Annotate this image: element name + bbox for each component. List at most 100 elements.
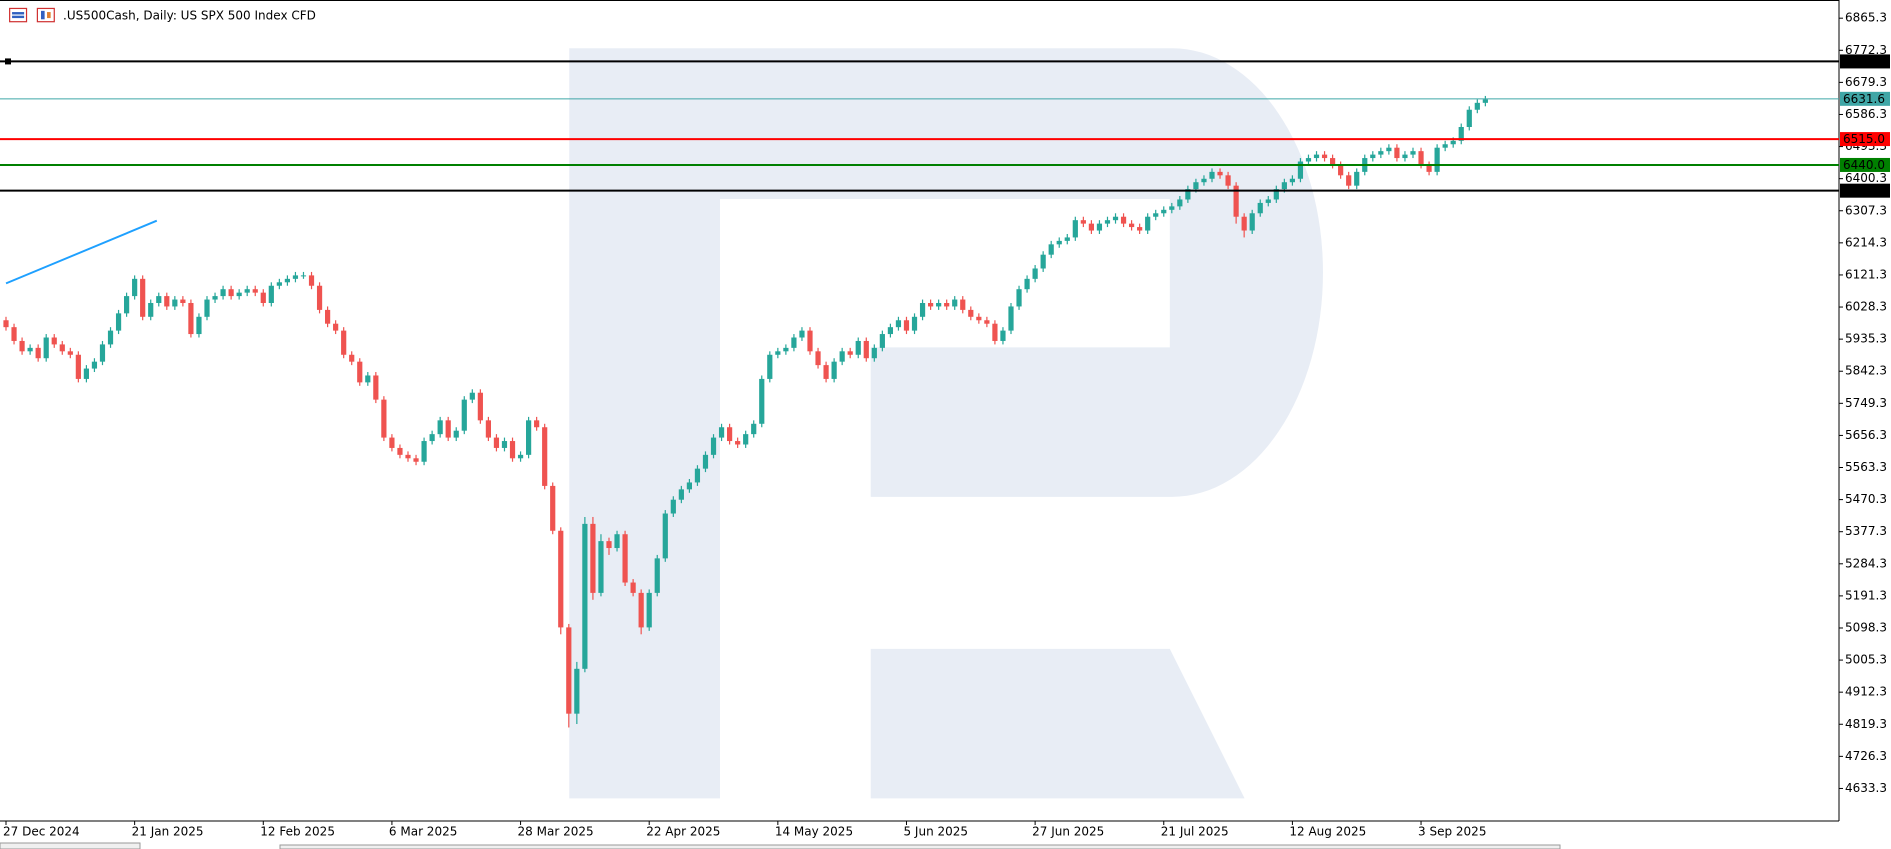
x-tick-label: 12 Feb 2025: [260, 825, 335, 839]
candle-body: [992, 323, 998, 341]
candle-body: [558, 530, 564, 628]
candle-body: [839, 351, 845, 362]
candle-body: [1225, 175, 1231, 186]
icon: [36, 7, 55, 23]
level-label-box: [1840, 157, 1890, 172]
candle-body: [976, 316, 982, 321]
candle-body: [252, 289, 258, 293]
candle-body: [1137, 227, 1143, 231]
y-tick-label: 6400.3: [1845, 171, 1887, 185]
level-anchor: [5, 58, 11, 65]
candle-body: [1482, 99, 1488, 103]
watermark-bowl: [719, 48, 1323, 497]
watermark: [569, 48, 1323, 799]
candle-body: [1450, 140, 1456, 145]
level-label: 6631.6: [1843, 92, 1885, 106]
y-tick-label: 6586.3: [1845, 107, 1887, 121]
candle-body: [1088, 223, 1094, 231]
candle-body: [847, 351, 853, 355]
y-tick-label: 5749.3: [1845, 396, 1887, 410]
x-tick-label: 21 Jan 2025: [132, 825, 204, 839]
candle-body: [702, 454, 709, 469]
candle-body: [91, 361, 98, 369]
candle-body: [1402, 154, 1408, 159]
candle-body: [67, 351, 73, 355]
candle-body: [27, 347, 33, 352]
candle-body: [341, 330, 347, 355]
candle-body: [365, 375, 371, 383]
candle-body: [148, 303, 154, 317]
candle-body: [1193, 182, 1199, 190]
candle-body: [115, 313, 122, 331]
candle-body: [1249, 213, 1255, 231]
candle-body: [751, 423, 757, 435]
candle-body: [879, 334, 885, 348]
candle-body: [83, 368, 89, 379]
candle-body: [501, 441, 508, 448]
candle-body: [622, 534, 628, 583]
candle-body: [911, 316, 918, 331]
candle-body: [292, 275, 299, 279]
candle-body: [164, 296, 170, 307]
x-tick-label: 21 Jul 2025: [1161, 825, 1229, 839]
icon: [12, 12, 25, 15]
x-tick-label: 28 Mar 2025: [518, 825, 594, 839]
candle-body: [300, 275, 307, 277]
y-tick-label: 5377.3: [1845, 524, 1887, 538]
candle-body: [1330, 158, 1336, 165]
candle-body: [710, 437, 717, 455]
candle-body: [268, 285, 274, 304]
candle-body: [1217, 171, 1223, 176]
candle-body: [743, 434, 749, 445]
candle-body: [1474, 102, 1480, 110]
candle-body: [807, 330, 813, 352]
candle-body: [1354, 171, 1360, 186]
candle-body: [1040, 254, 1046, 269]
candle-body: [590, 523, 596, 593]
icon: [41, 10, 45, 20]
candle-body: [1064, 237, 1070, 241]
candle-body: [1032, 268, 1038, 279]
candle-body: [140, 278, 146, 317]
candle-body: [1321, 154, 1328, 159]
candle-body: [1458, 126, 1464, 141]
y-tick-label: 5935.3: [1845, 332, 1887, 346]
candle-body: [1313, 154, 1320, 159]
candle-body: [1410, 151, 1416, 155]
level-label: 6515.0: [1843, 132, 1885, 146]
header-icons: [5, 7, 158, 285]
candle-body: [670, 499, 676, 514]
scrollbar: [279, 844, 1561, 849]
candle-body: [582, 523, 588, 669]
candle-body: [156, 296, 162, 304]
candle-body: [550, 485, 556, 531]
y-tick-label: 4726.3: [1845, 749, 1887, 763]
candle-body: [783, 347, 789, 352]
candle-body: [172, 299, 178, 307]
y-tick-label: 5191.3: [1845, 588, 1887, 602]
candle-body: [903, 320, 910, 331]
candle-body: [517, 454, 524, 459]
candle-body: [180, 299, 186, 304]
candle-body: [493, 437, 500, 448]
candle-body: [526, 420, 532, 455]
candle-body: [405, 454, 411, 459]
candle-body: [276, 282, 282, 286]
candle-body: [397, 447, 403, 455]
candle-body: [260, 292, 266, 304]
candle-body: [284, 278, 290, 283]
candle-body: [421, 441, 427, 462]
candle-body: [1418, 151, 1424, 165]
candle-body: [944, 303, 950, 307]
y-tick-label: 6679.3: [1845, 75, 1887, 89]
candle-body: [799, 330, 805, 338]
candle-body: [727, 427, 733, 442]
candle-body: [936, 303, 942, 307]
candle-body: [968, 309, 974, 317]
candle-body: [35, 347, 41, 359]
candle-body: [1080, 220, 1086, 224]
candle-body: [357, 361, 363, 383]
candle-body: [11, 327, 17, 341]
candle-body: [1000, 330, 1006, 341]
